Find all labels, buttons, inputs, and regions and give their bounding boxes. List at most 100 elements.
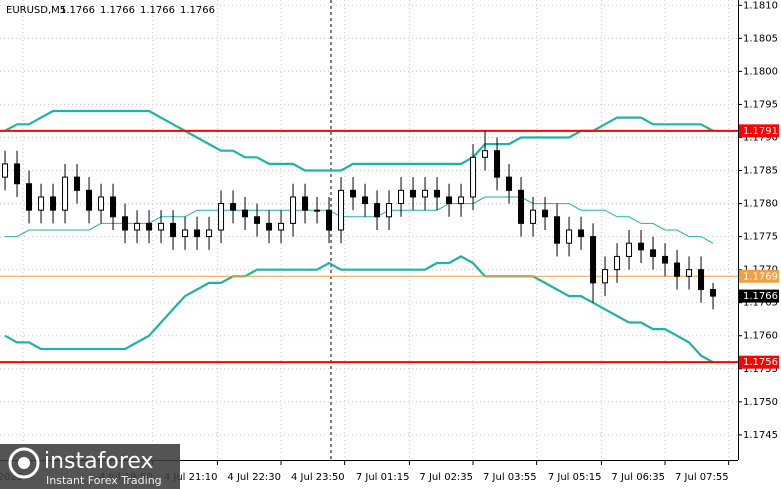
- x-tick-label: 7 Jul 06:35: [611, 472, 665, 483]
- candles: [2, 130, 717, 310]
- candle-body: [110, 196, 117, 218]
- candle-body: [2, 163, 9, 178]
- candle-body: [26, 183, 33, 211]
- logo-ring: [8, 447, 40, 479]
- candle-body: [578, 229, 585, 238]
- price-label-bg: [739, 289, 779, 303]
- candle-body: [62, 176, 69, 211]
- candle-body: [98, 196, 105, 211]
- candle-body: [602, 269, 609, 284]
- candle-body: [206, 229, 213, 238]
- level-label-bg: [739, 355, 779, 369]
- candle-body: [494, 150, 501, 178]
- watermark: instaforex Instant Forex Trading: [0, 444, 180, 489]
- y-tick-label: 1.1775: [743, 232, 778, 243]
- x-tick-label: 7 Jul 03:55: [483, 472, 537, 483]
- y-tick-label: 1.1800: [743, 66, 778, 77]
- x-tick-label: 4 Jul 21:10: [164, 472, 218, 483]
- tagline: Instant Forex Trading: [46, 474, 162, 487]
- candle-body: [638, 242, 645, 251]
- candle-body: [302, 196, 309, 211]
- candle-body: [314, 209, 321, 212]
- x-tick-label: 4 Jul 22:30: [227, 472, 281, 483]
- header-value: 1.1766: [140, 5, 175, 16]
- candle-body: [650, 249, 657, 257]
- candle-body: [434, 189, 441, 198]
- candle-body: [86, 189, 93, 211]
- header-values: 1.1766 1.1766 1.1766 1.1766: [60, 5, 215, 16]
- candle-body: [38, 196, 45, 211]
- candle-body: [218, 203, 225, 231]
- candle-body: [50, 196, 57, 211]
- candle-body: [266, 222, 273, 231]
- candle-body: [554, 216, 561, 244]
- y-tick-label: 1.1755: [743, 364, 778, 375]
- candle-body: [146, 222, 153, 231]
- header-value: 1.1766: [100, 5, 135, 16]
- y-tick-label: 1.1805: [743, 33, 778, 44]
- x-tick-label: 7 Jul 07:55: [675, 472, 729, 483]
- y-tick-label: 1.1810: [743, 0, 778, 11]
- brand: instaforex: [44, 449, 154, 474]
- candle-body: [542, 209, 549, 218]
- header-value: 1.1766: [60, 5, 95, 16]
- candle-body: [326, 209, 333, 231]
- candle-body: [590, 236, 597, 284]
- y-tick-label: 1.1760: [743, 331, 778, 342]
- candle-body: [410, 189, 417, 198]
- level-label: 1.1756: [743, 357, 778, 368]
- candle-body: [374, 203, 381, 218]
- x-tick-label: 7 Jul 02:35: [419, 472, 473, 483]
- candle-body: [518, 189, 525, 224]
- y-tick-label: 1.1790: [743, 132, 778, 143]
- candle-body: [710, 288, 717, 297]
- candle-body: [14, 163, 21, 185]
- candle-body: [182, 229, 189, 238]
- candle-body: [482, 150, 489, 158]
- x-tick-label: 7 Jul 05:15: [548, 472, 602, 483]
- candle-body: [458, 196, 465, 205]
- candle-body: [530, 209, 537, 224]
- candle-body: [614, 255, 621, 271]
- band-line: [4, 255, 714, 364]
- candle-body: [566, 229, 573, 244]
- y-tick-label: 1.1745: [743, 430, 778, 441]
- symbol-title: EURUSD,M5: [6, 5, 66, 16]
- candle-body: [626, 242, 633, 257]
- candle-body: [674, 262, 681, 277]
- y-tick-label: 1.1765: [743, 298, 778, 309]
- candle-body: [422, 189, 429, 198]
- candle-body: [386, 203, 393, 218]
- level-label: 1.1791: [743, 126, 778, 137]
- level-label-bg: [739, 124, 779, 138]
- candle-body: [74, 176, 81, 191]
- candle-body: [170, 222, 177, 238]
- candle-body: [470, 156, 477, 198]
- price-label: 1.1766: [743, 291, 778, 302]
- candle-body: [122, 216, 129, 231]
- levels: [0, 129, 738, 364]
- level-label: 1.1769: [743, 271, 778, 282]
- candle-body: [506, 176, 513, 191]
- candle-body: [398, 189, 405, 205]
- y-tick-label: 1.1780: [743, 199, 778, 210]
- candle-body: [158, 222, 165, 231]
- x-tick-label: 4 Jul 23:50: [291, 472, 345, 483]
- candle-body: [686, 269, 693, 277]
- y-tick-label: 1.1795: [743, 99, 778, 110]
- candle-body: [134, 222, 141, 231]
- level-label-bg: [739, 269, 779, 283]
- candle-body: [362, 196, 369, 205]
- y-tick-label: 1.1785: [743, 166, 778, 177]
- candle-body: [698, 269, 705, 290]
- candle-body: [230, 203, 237, 211]
- candle-body: [278, 222, 285, 231]
- candle-body: [242, 209, 249, 218]
- candle-body: [338, 189, 345, 231]
- candle-body: [194, 229, 201, 238]
- candle-body: [254, 216, 261, 224]
- band-line: [4, 109, 714, 172]
- candle-body: [290, 196, 297, 224]
